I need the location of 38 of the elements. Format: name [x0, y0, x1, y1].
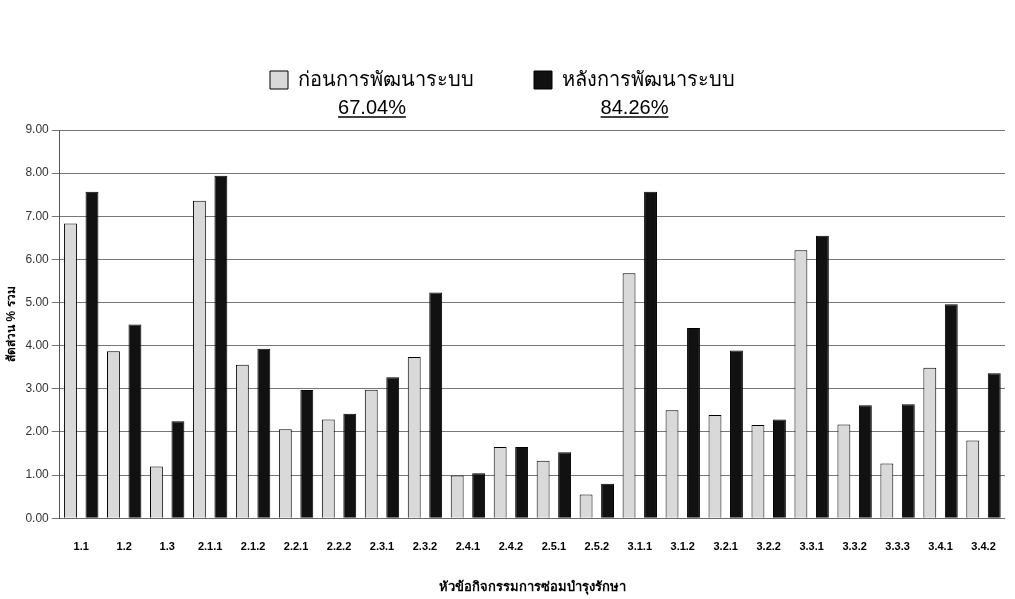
x-tick-label: 2.1.1 [197, 539, 223, 552]
text: 67.04% [338, 96, 407, 118]
x-tick-label: 2.5.2 [584, 539, 610, 552]
x-tick-label: 3.3.3 [885, 539, 910, 552]
x-tick-label: 1.1 [73, 539, 89, 552]
x-tick-label: 2.2.2 [326, 539, 352, 552]
y-tick-label: 9.00 [25, 122, 50, 137]
y-tick-label: 3.00 [25, 381, 50, 396]
x-tick-label: 2.3.2 [412, 539, 438, 552]
x-tick-label: 3.1.1 [627, 539, 653, 552]
x-axis-title: หัวข้อกิจกรรมการซ่อมบำรุงรักษา [438, 578, 626, 595]
legend-label: ก่อนการพัฒนาระบบ [298, 67, 474, 90]
y-tick-label: 1.00 [25, 467, 50, 482]
text: 84.26% [600, 96, 669, 118]
y-tick-label: 8.00 [25, 165, 50, 180]
y-tick-label: 0.00 [25, 510, 50, 525]
x-tick-label: 3.2.2 [756, 539, 781, 552]
x-tick-label: 3.4.2 [971, 539, 996, 552]
y-axis-title: สัดส่วน % รวม [3, 286, 18, 362]
x-tick-label: 3.3.2 [842, 539, 867, 552]
y-tick-label: 2.00 [25, 424, 50, 439]
x-tick-label: 3.1.2 [670, 539, 695, 552]
x-tick-label: 2.4.1 [455, 539, 481, 552]
y-tick-label: 5.00 [25, 294, 50, 309]
y-tick-label: 6.00 [25, 251, 50, 266]
x-tick-label: 1.2 [116, 539, 132, 552]
legend-label: หลังการพัฒนาระบบ [562, 67, 735, 90]
x-tick-label: 2.3.1 [369, 539, 395, 552]
x-tick-label: 1.3 [159, 539, 175, 552]
x-tick-label: 2.2.1 [283, 539, 309, 552]
x-tick-label: 3.2.1 [713, 539, 738, 552]
x-tick-label: 2.1.2 [240, 539, 266, 552]
x-tick-label: 2.5.1 [541, 539, 567, 552]
x-tick-label: 3.4.1 [928, 539, 953, 552]
y-tick-label: 4.00 [25, 337, 50, 352]
x-tick-label: 3.3.1 [799, 539, 824, 552]
y-tick-label: 7.00 [25, 208, 50, 223]
x-tick-label: 2.4.2 [498, 539, 524, 552]
